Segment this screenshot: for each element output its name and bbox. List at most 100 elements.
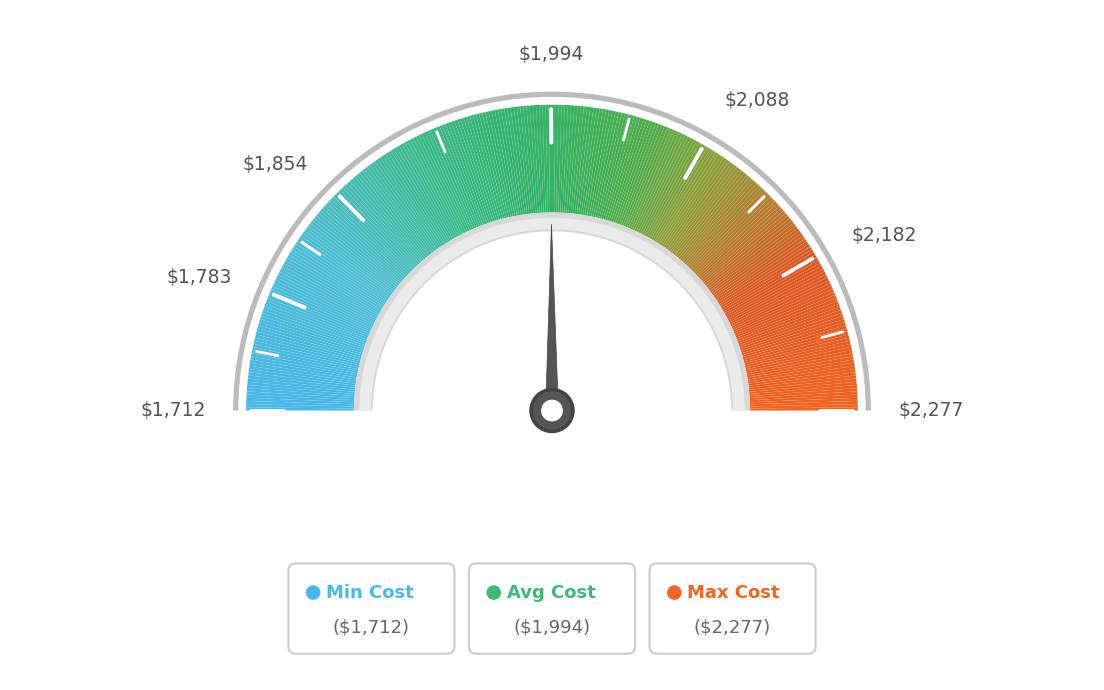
Text: ($1,994): ($1,994) [513,618,591,636]
Wedge shape [744,335,849,364]
Wedge shape [736,301,839,342]
Wedge shape [746,350,852,373]
Wedge shape [673,169,742,255]
Wedge shape [261,316,363,351]
Wedge shape [749,375,856,390]
Wedge shape [350,179,423,262]
Wedge shape [357,173,427,258]
Wedge shape [683,181,756,264]
Wedge shape [434,128,477,228]
Wedge shape [254,337,360,365]
Wedge shape [703,213,787,284]
Wedge shape [290,249,384,308]
Wedge shape [723,257,818,313]
Wedge shape [254,341,359,367]
Wedge shape [740,313,842,349]
Wedge shape [510,107,528,215]
Wedge shape [699,206,782,279]
Wedge shape [336,192,413,270]
Wedge shape [265,301,368,342]
Wedge shape [362,169,431,255]
Wedge shape [583,108,603,215]
Wedge shape [256,331,361,362]
Wedge shape [371,230,733,411]
Wedge shape [246,391,354,400]
Wedge shape [613,119,649,223]
Wedge shape [331,197,411,273]
Wedge shape [247,379,355,392]
Wedge shape [729,272,826,322]
Wedge shape [750,407,858,411]
Wedge shape [708,221,794,289]
Wedge shape [652,147,710,241]
Wedge shape [625,126,668,227]
Wedge shape [747,359,854,380]
Wedge shape [556,105,562,213]
Wedge shape [722,255,817,311]
Text: $2,182: $2,182 [851,226,916,246]
Wedge shape [735,295,837,337]
Wedge shape [418,134,468,233]
Wedge shape [431,128,475,229]
Wedge shape [576,107,594,215]
Wedge shape [720,249,814,308]
Wedge shape [661,156,724,247]
Wedge shape [270,289,370,334]
Wedge shape [726,266,822,319]
Wedge shape [262,313,364,349]
Wedge shape [638,135,688,233]
Wedge shape [684,184,758,265]
Wedge shape [595,112,622,218]
Wedge shape [581,108,599,215]
Wedge shape [605,116,637,220]
Wedge shape [678,175,750,259]
Wedge shape [247,388,354,398]
Wedge shape [578,108,596,215]
Wedge shape [399,144,455,239]
Wedge shape [644,139,697,236]
Wedge shape [539,105,545,213]
Wedge shape [711,228,799,294]
Wedge shape [279,269,376,321]
Wedge shape [267,295,369,337]
Wedge shape [721,252,815,310]
Wedge shape [317,213,401,284]
Wedge shape [411,138,463,235]
Wedge shape [508,108,526,215]
Wedge shape [262,310,365,347]
Wedge shape [248,375,355,390]
Wedge shape [750,382,857,394]
Wedge shape [668,163,734,252]
Wedge shape [263,307,365,346]
Wedge shape [348,181,421,264]
Wedge shape [561,105,567,213]
Wedge shape [714,236,805,299]
Wedge shape [310,221,396,289]
Wedge shape [251,356,357,377]
Wedge shape [675,171,744,257]
Wedge shape [728,269,825,321]
Wedge shape [591,111,616,217]
Wedge shape [457,119,492,222]
Text: Avg Cost: Avg Cost [507,584,595,602]
Wedge shape [422,132,469,231]
Wedge shape [247,385,354,396]
Wedge shape [742,322,846,355]
Wedge shape [633,131,679,230]
Wedge shape [533,105,542,213]
Wedge shape [573,106,587,214]
Wedge shape [383,154,444,246]
Wedge shape [619,123,659,225]
Wedge shape [272,286,371,332]
Wedge shape [629,128,673,229]
Wedge shape [407,139,460,236]
Wedge shape [473,115,502,219]
Wedge shape [305,228,393,294]
Wedge shape [724,260,820,315]
Wedge shape [750,395,858,402]
Wedge shape [655,149,713,242]
Wedge shape [354,175,426,259]
Wedge shape [505,108,523,215]
Wedge shape [302,230,392,296]
Wedge shape [486,111,511,217]
